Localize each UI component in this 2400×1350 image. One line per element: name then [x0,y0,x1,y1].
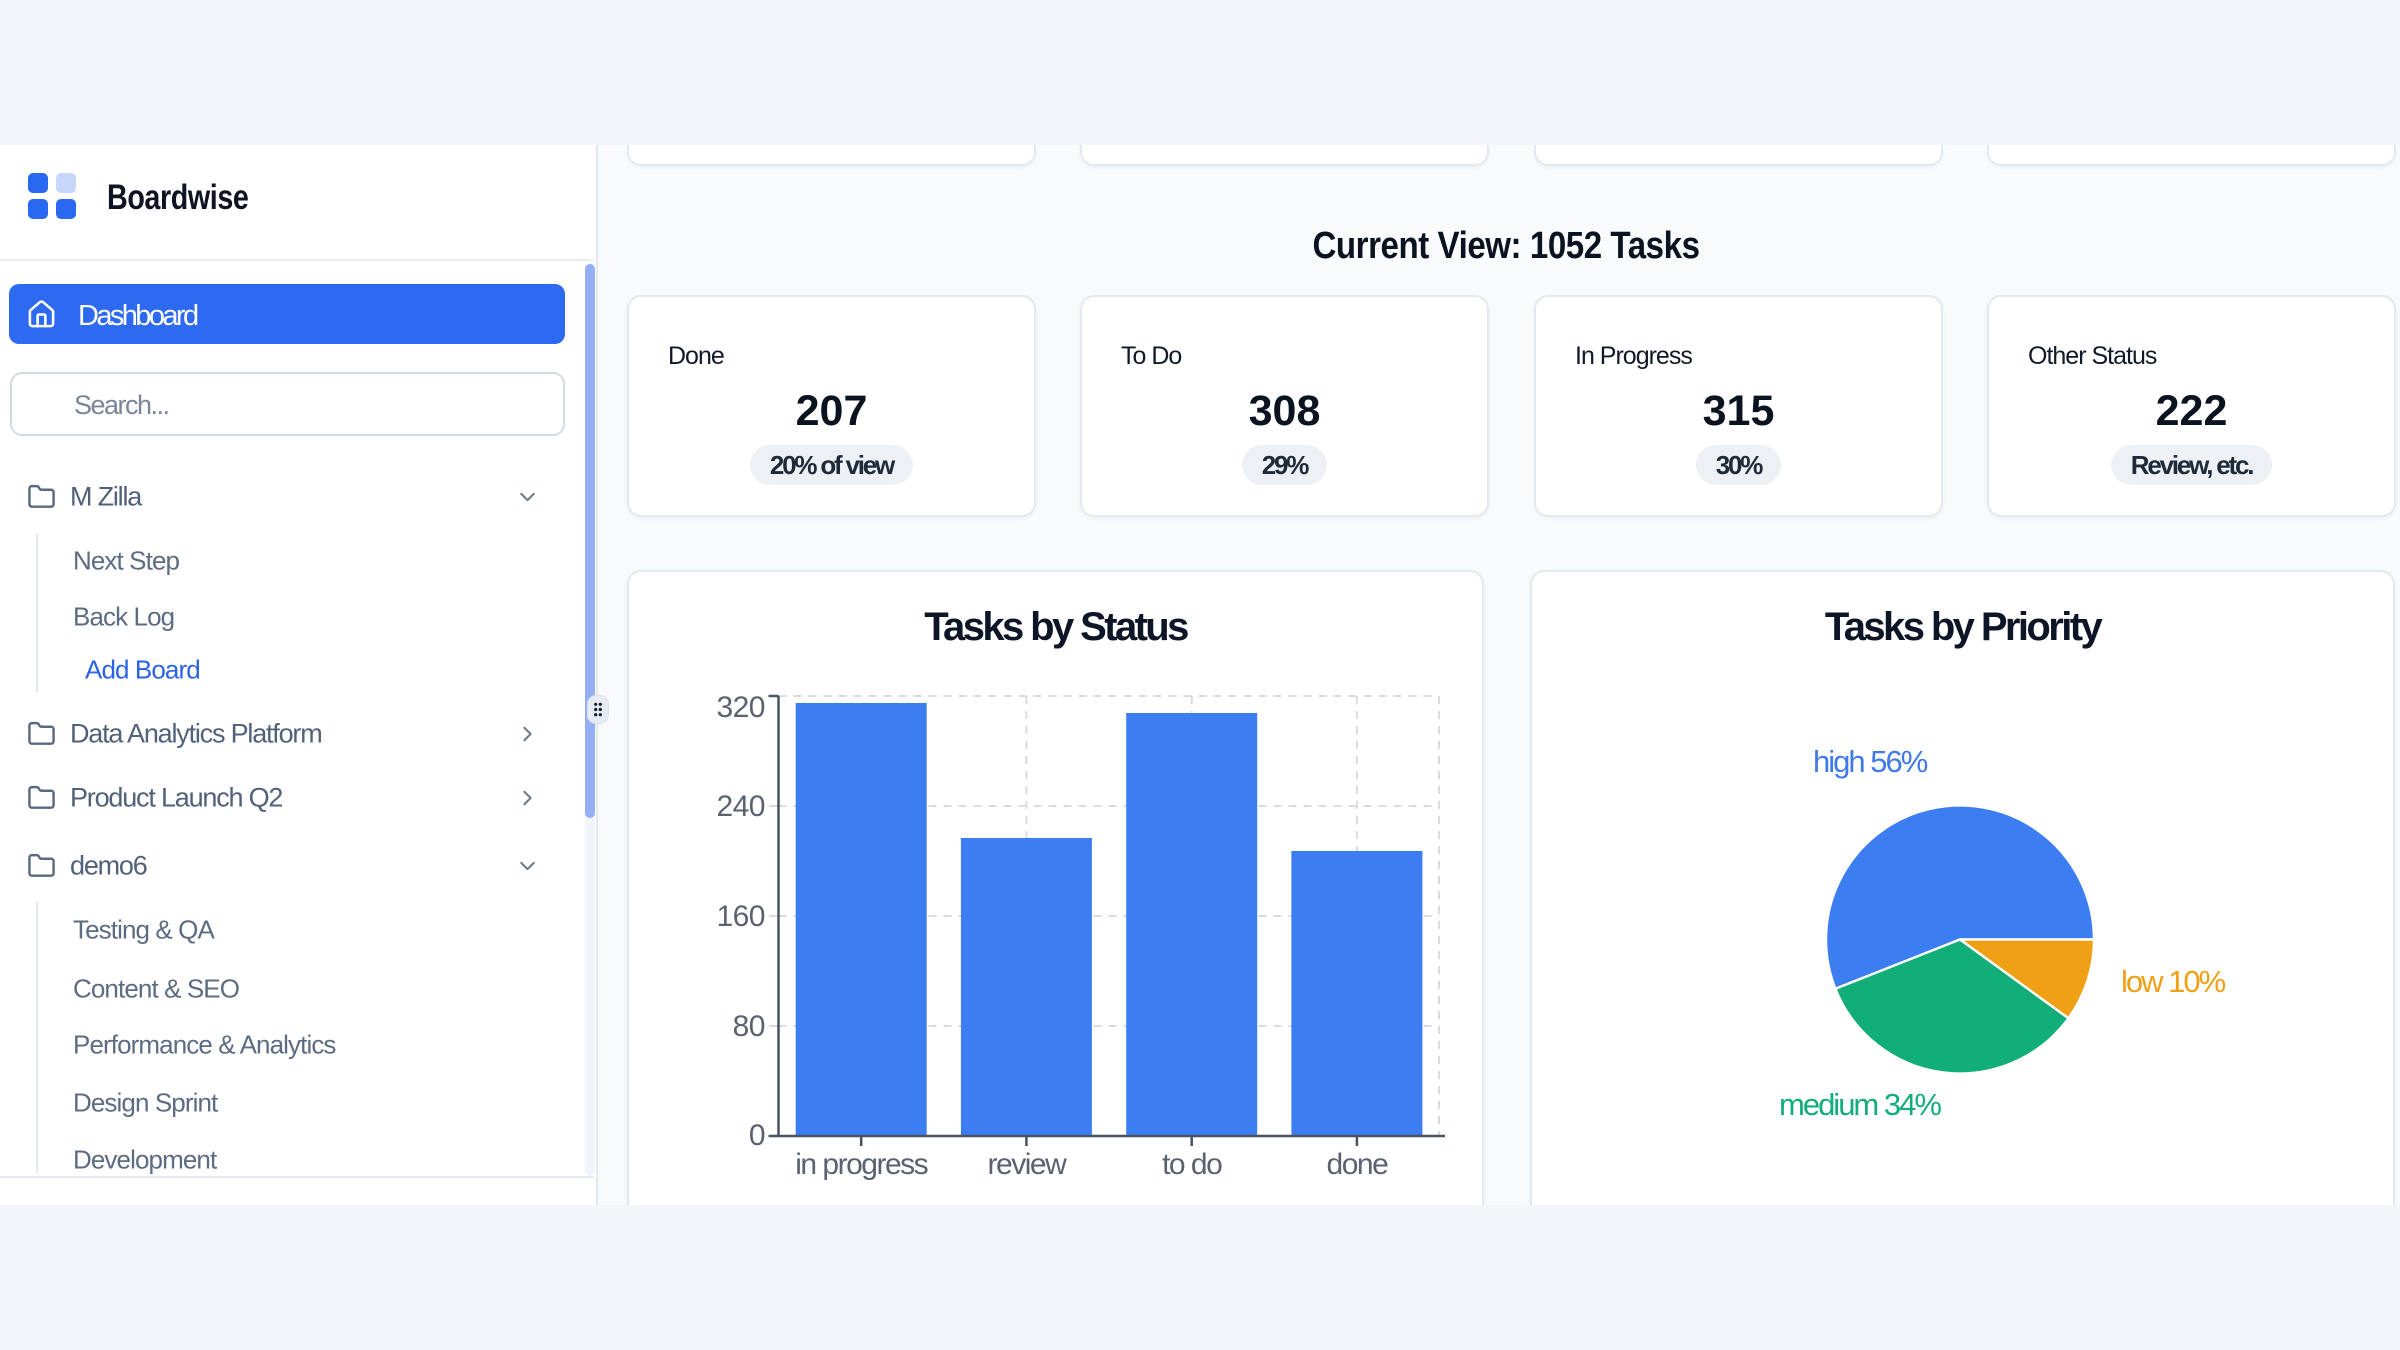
svg-text:160: 160 [716,900,765,933]
svg-text:320: 320 [716,691,765,724]
svg-text:low 10%: low 10% [2121,964,2226,999]
svg-text:high 56%: high 56% [1813,744,1928,779]
svg-text:medium 34%: medium 34% [1779,1087,1941,1122]
svg-text:review: review [988,1148,1068,1181]
svg-text:in progress: in progress [795,1148,927,1181]
svg-text:240: 240 [716,790,765,823]
svg-text:done: done [1327,1148,1389,1181]
svg-text:0: 0 [749,1119,765,1152]
svg-text:to do: to do [1162,1148,1222,1181]
svg-text:80: 80 [733,1010,765,1043]
